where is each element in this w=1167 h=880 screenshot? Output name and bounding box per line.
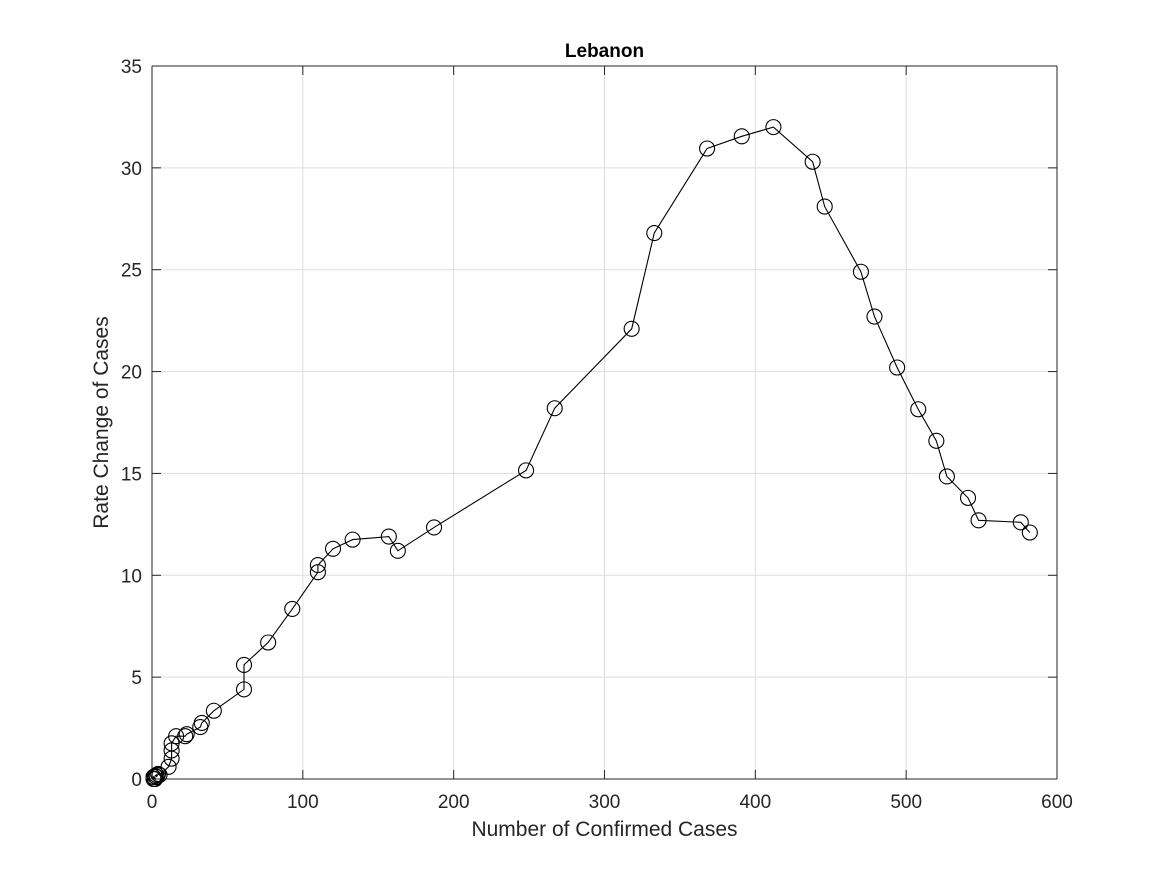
y-tick-label: 35 bbox=[121, 57, 142, 78]
y-tick-label: 0 bbox=[131, 770, 142, 791]
data-point bbox=[324, 540, 342, 557]
data-point bbox=[168, 728, 185, 745]
y-tick-label: 15 bbox=[121, 464, 142, 485]
data-point bbox=[260, 634, 277, 651]
data-point bbox=[205, 702, 222, 719]
data-point bbox=[389, 542, 406, 559]
data-point bbox=[804, 153, 821, 170]
data-point bbox=[889, 359, 906, 376]
data-point bbox=[145, 768, 162, 786]
data-point bbox=[177, 728, 194, 745]
x-tick-label: 400 bbox=[739, 792, 771, 813]
data-point bbox=[816, 198, 833, 215]
data-point bbox=[910, 401, 927, 418]
data-point bbox=[765, 119, 782, 136]
x-tick-label: 100 bbox=[287, 792, 319, 813]
x-tick-label: 0 bbox=[147, 792, 158, 813]
data-point bbox=[309, 564, 326, 581]
data-point bbox=[699, 140, 716, 157]
data-point bbox=[193, 714, 210, 732]
data-point bbox=[959, 489, 977, 506]
data-point bbox=[163, 742, 180, 759]
x-axis-label: Number of Confirmed Cases bbox=[471, 818, 737, 841]
data-point bbox=[970, 512, 987, 529]
data-point bbox=[866, 308, 883, 325]
tick-labels: 0 100 200 300 400 500 600 0 5 10 15 20 25 30 35 bbox=[121, 57, 1073, 813]
data-point bbox=[426, 519, 443, 536]
data-point bbox=[852, 263, 869, 280]
data-point bbox=[160, 758, 177, 775]
data-point bbox=[235, 681, 253, 698]
data-point bbox=[546, 400, 563, 417]
x-tick-label: 500 bbox=[890, 792, 922, 813]
chart-title: Lebanon bbox=[565, 41, 644, 62]
data-point bbox=[309, 557, 326, 574]
y-tick-label: 5 bbox=[131, 668, 142, 689]
series-line bbox=[152, 126, 1031, 781]
data-point bbox=[1012, 514, 1029, 531]
data-point bbox=[518, 462, 535, 479]
x-tick-label: 300 bbox=[589, 792, 621, 813]
y-tick-label: 10 bbox=[121, 566, 142, 587]
data-point bbox=[1021, 524, 1038, 541]
data-point bbox=[938, 468, 955, 485]
data-point bbox=[148, 768, 165, 786]
data-point bbox=[235, 656, 253, 673]
x-tick-label: 200 bbox=[438, 792, 470, 813]
y-tick-label: 25 bbox=[121, 261, 142, 282]
data-point bbox=[623, 320, 640, 337]
data-point bbox=[733, 128, 750, 145]
grid-lines bbox=[152, 66, 1057, 779]
y-tick-label: 30 bbox=[121, 159, 142, 180]
data-point bbox=[380, 528, 397, 545]
data-point bbox=[178, 726, 195, 743]
data-point bbox=[344, 531, 361, 548]
data-point bbox=[928, 432, 945, 449]
data-point bbox=[646, 224, 663, 242]
y-axis-label: Rate Change of Cases bbox=[90, 316, 113, 528]
data-point bbox=[284, 600, 301, 617]
data-point bbox=[151, 766, 168, 783]
data-series bbox=[145, 119, 1038, 788]
y-tick-label: 20 bbox=[121, 363, 142, 384]
x-tick-label: 600 bbox=[1041, 792, 1073, 813]
